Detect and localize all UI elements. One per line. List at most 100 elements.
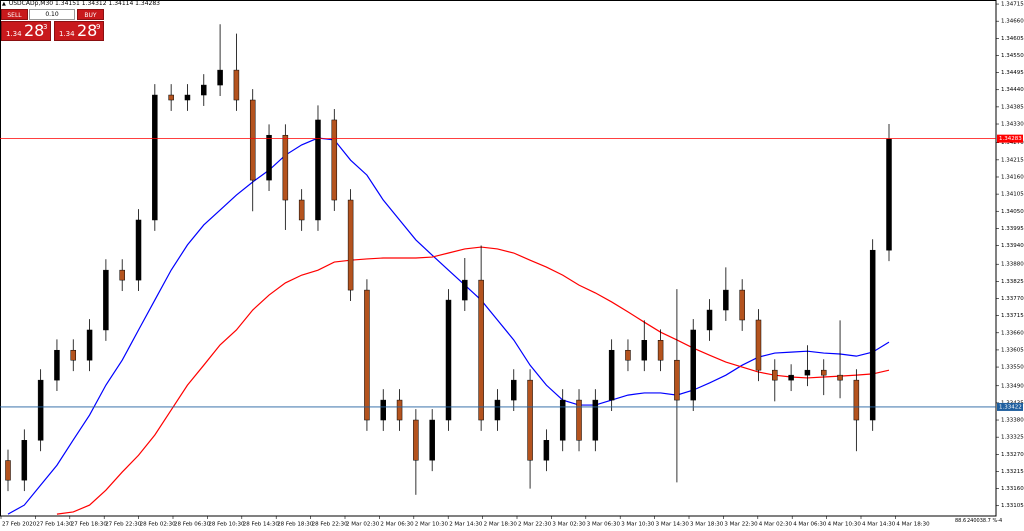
candle-body xyxy=(119,269,125,281)
x-tick-label: 28 Feb 22:30 xyxy=(312,522,349,528)
price-sup: 3 xyxy=(43,23,48,31)
symbol-info: USDCADp,M30 1.34151 1.34312 1.34114 1.34… xyxy=(8,0,160,7)
x-tick-label: 28 Feb 06:30 xyxy=(174,522,211,528)
candle-body xyxy=(152,94,158,221)
candle-body xyxy=(853,379,860,421)
y-tick-label: 1.33605 xyxy=(1001,347,1024,353)
x-tick-label: 3 Mar 06:30 xyxy=(587,522,621,528)
x-tick-label: 28 Feb 14:30 xyxy=(243,522,280,528)
candle-body xyxy=(233,69,240,101)
y-tick-label: 1.33550 xyxy=(1001,365,1024,371)
candle-body xyxy=(298,199,305,221)
candle-body xyxy=(86,329,93,361)
one-click-trading: SELL 0.10 BUY 1.34 28 3 1.34 28 9 xyxy=(1,9,104,41)
candle-body xyxy=(21,440,28,481)
lot-input[interactable]: 0.10 xyxy=(29,9,75,20)
candle-body xyxy=(315,119,321,221)
moving-average xyxy=(56,246,890,515)
price-label: 1.34283 xyxy=(999,136,1022,142)
x-tick-label: 4 Mar 14:30 xyxy=(862,522,896,528)
candle-body xyxy=(739,289,745,321)
icon: ▲ xyxy=(2,1,6,7)
buy-button[interactable]: BUY xyxy=(77,9,104,20)
x-tick-label: 2 Mar 18:30 xyxy=(484,522,518,528)
buy-price[interactable]: 1.34 28 9 xyxy=(54,21,104,41)
y-tick-label: 1.34495 xyxy=(1001,70,1024,76)
x-tick-label: 28 Feb 18:30 xyxy=(277,522,314,528)
candle-body xyxy=(690,329,696,401)
candle-body xyxy=(445,299,452,421)
candle-body xyxy=(413,419,419,461)
candle-body xyxy=(592,399,599,441)
y-tick-label: 1.33490 xyxy=(1001,383,1024,389)
candle-body xyxy=(5,460,11,481)
y-tick-label: 1.34050 xyxy=(1001,209,1024,215)
y-tick-label: 1.34270 xyxy=(1001,140,1024,146)
candle-body xyxy=(462,279,468,301)
x-tick-label: 4 Mar 02:30 xyxy=(759,522,793,528)
x-tick-label: 2 Mar 02:30 xyxy=(346,522,380,528)
y-tick-label: 1.34105 xyxy=(1001,192,1024,198)
x-tick-label: 27 Feb 22:30 xyxy=(105,522,142,528)
x-tick-label: 27 Feb 18:30 xyxy=(71,522,108,528)
candle-body xyxy=(37,379,44,441)
candle-body xyxy=(478,279,484,421)
y-tick-label: 1.34215 xyxy=(1001,157,1024,163)
x-tick-label: 27 Feb 14:30 xyxy=(36,522,73,528)
candle-body xyxy=(837,374,843,381)
price-big: 28 xyxy=(77,21,98,40)
candle-body xyxy=(527,379,533,461)
y-tick-label: 1.33880 xyxy=(1001,262,1024,268)
sell-price[interactable]: 1.34 28 3 xyxy=(1,21,51,41)
candle-body xyxy=(282,134,289,201)
y-tick-label: 1.34715 xyxy=(1001,2,1024,8)
price-label: 1.33422 xyxy=(999,404,1022,410)
x-tick-label: 4 Mar 18:30 xyxy=(896,522,930,528)
price-small: 1.34 xyxy=(59,30,75,38)
y-tick-label: 1.33160 xyxy=(1001,486,1024,492)
y-tick-label: 1.33380 xyxy=(1001,418,1024,424)
candle-body xyxy=(168,94,174,101)
y-tick-label: 1.34385 xyxy=(1001,104,1024,110)
candle-body xyxy=(608,349,615,401)
candle-body xyxy=(380,399,386,421)
candle-body xyxy=(625,349,631,361)
price-label-box xyxy=(997,402,1023,411)
x-tick-label: 27 Feb 2020 xyxy=(2,522,37,528)
y-tick-label: 1.34550 xyxy=(1001,53,1024,59)
y-tick-label: 1.34440 xyxy=(1001,87,1024,93)
candle-body xyxy=(576,399,582,441)
x-tick-label: 3 Mar 18:30 xyxy=(690,522,724,528)
candle-body xyxy=(103,269,109,331)
sell-button[interactable]: SELL xyxy=(1,9,28,20)
y-tick-label: 1.34160 xyxy=(1001,174,1024,180)
candle-body xyxy=(772,369,778,381)
y-tick-label: 1.33995 xyxy=(1001,226,1024,232)
candle-body xyxy=(347,199,354,291)
candle-body xyxy=(331,119,338,201)
candle-body xyxy=(266,134,272,181)
y-tick-label: 1.34330 xyxy=(1001,122,1024,128)
candle-body xyxy=(674,359,680,401)
candle-body xyxy=(804,369,811,376)
candle-body xyxy=(559,399,566,441)
candle-body xyxy=(135,219,142,281)
price-label-box xyxy=(997,134,1023,143)
y-tick-label: 1.33770 xyxy=(1001,296,1024,302)
y-tick-label: 1.33325 xyxy=(1001,435,1024,441)
moving-average xyxy=(7,137,890,515)
y-tick-label: 1.33825 xyxy=(1001,279,1024,285)
candle-body xyxy=(886,138,892,251)
y-tick-label: 1.34660 xyxy=(1001,19,1024,25)
x-tick-label: 28 Feb 02:30 xyxy=(140,522,177,528)
symbol-header: ▲ USDCADp,M30 1.34151 1.34312 1.34114 1.3… xyxy=(2,0,160,8)
candle-body xyxy=(788,374,794,381)
candle-body xyxy=(641,340,648,361)
candle-body xyxy=(70,349,77,361)
y-tick-label: 1.33105 xyxy=(1001,503,1024,509)
candle-body xyxy=(364,289,370,421)
candle-body xyxy=(543,440,550,461)
